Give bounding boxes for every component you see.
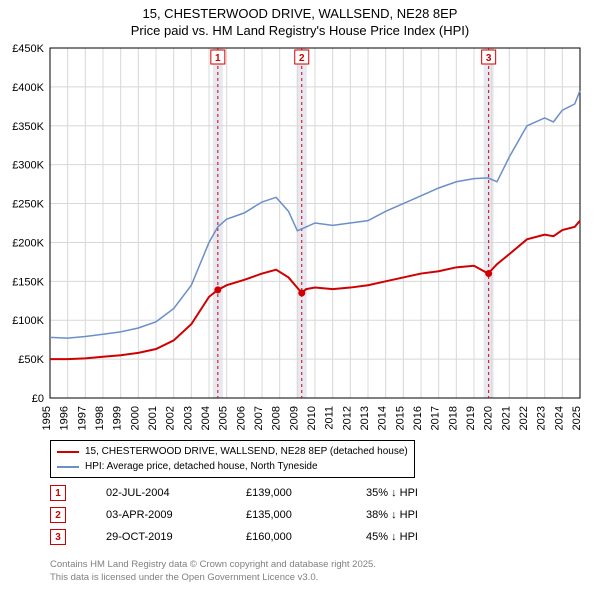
legend-label-1: HPI: Average price, detached house, Nort… [85, 459, 318, 474]
title-line1: 15, CHESTERWOOD DRIVE, WALLSEND, NE28 8E… [0, 6, 600, 23]
sale-table: 1 02-JUL-2004 £139,000 35% ↓ HPI 2 03-AP… [50, 482, 486, 548]
svg-text:2005: 2005 [218, 406, 230, 430]
svg-text:2001: 2001 [147, 406, 159, 430]
svg-text:2023: 2023 [536, 406, 548, 430]
svg-text:1: 1 [215, 53, 221, 64]
svg-text:2006: 2006 [235, 406, 247, 430]
footer-line2: This data is licensed under the Open Gov… [50, 572, 376, 584]
sale-date-0: 02-JUL-2004 [106, 487, 246, 499]
chart-svg: £0£50K£100K£150K£200K£250K£300K£350K£400… [50, 48, 580, 398]
svg-text:£100K: £100K [12, 315, 44, 327]
legend-label-0: 15, CHESTERWOOD DRIVE, WALLSEND, NE28 8E… [85, 444, 408, 459]
svg-text:2017: 2017 [430, 406, 442, 430]
svg-text:2024: 2024 [553, 406, 565, 430]
svg-text:£350K: £350K [12, 121, 44, 133]
svg-text:2012: 2012 [341, 406, 353, 430]
title-block: 15, CHESTERWOOD DRIVE, WALLSEND, NE28 8E… [0, 0, 600, 40]
svg-text:1996: 1996 [59, 406, 71, 430]
svg-text:2: 2 [299, 53, 305, 64]
svg-text:£400K: £400K [12, 82, 44, 94]
svg-text:2011: 2011 [324, 406, 336, 430]
legend-row-0: 15, CHESTERWOOD DRIVE, WALLSEND, NE28 8E… [57, 444, 408, 459]
svg-text:2009: 2009 [288, 406, 300, 430]
svg-text:2016: 2016 [412, 406, 424, 430]
svg-text:1997: 1997 [76, 406, 88, 430]
svg-text:2013: 2013 [359, 406, 371, 430]
chart-container: 15, CHESTERWOOD DRIVE, WALLSEND, NE28 8E… [0, 0, 600, 590]
svg-text:£150K: £150K [12, 276, 44, 288]
sale-date-1: 03-APR-2009 [106, 509, 246, 521]
svg-text:2007: 2007 [253, 406, 265, 430]
sale-date-2: 29-OCT-2019 [106, 531, 246, 543]
svg-text:2022: 2022 [518, 406, 530, 430]
svg-text:£250K: £250K [12, 199, 44, 211]
svg-text:2002: 2002 [165, 406, 177, 430]
sale-price-2: £160,000 [246, 531, 366, 543]
svg-text:2021: 2021 [500, 406, 512, 430]
svg-text:1998: 1998 [94, 406, 106, 430]
svg-text:2010: 2010 [306, 406, 318, 430]
svg-text:2020: 2020 [483, 406, 495, 430]
svg-text:2019: 2019 [465, 406, 477, 430]
svg-text:£300K: £300K [12, 160, 44, 172]
svg-text:£0: £0 [32, 393, 44, 405]
svg-text:£450K: £450K [12, 43, 44, 55]
svg-text:3: 3 [486, 53, 492, 64]
svg-text:2004: 2004 [200, 406, 212, 430]
sale-row-1: 2 03-APR-2009 £135,000 38% ↓ HPI [50, 504, 486, 526]
chart-area: £0£50K£100K£150K£200K£250K£300K£350K£400… [50, 48, 580, 398]
svg-text:2008: 2008 [271, 406, 283, 430]
sale-marker-0: 1 [50, 485, 66, 501]
legend-box: 15, CHESTERWOOD DRIVE, WALLSEND, NE28 8E… [50, 440, 415, 478]
footer: Contains HM Land Registry data © Crown c… [50, 559, 376, 584]
svg-text:1999: 1999 [112, 406, 124, 430]
legend-swatch-0 [57, 451, 79, 453]
svg-text:2000: 2000 [129, 406, 141, 430]
legend-swatch-1 [57, 466, 79, 468]
svg-text:2025: 2025 [571, 406, 583, 430]
svg-text:2015: 2015 [394, 406, 406, 430]
sale-delta-1: 38% ↓ HPI [366, 509, 486, 521]
sale-row-0: 1 02-JUL-2004 £139,000 35% ↓ HPI [50, 482, 486, 504]
title-line2: Price paid vs. HM Land Registry's House … [0, 23, 600, 40]
svg-text:2018: 2018 [447, 406, 459, 430]
sale-delta-0: 35% ↓ HPI [366, 487, 486, 499]
footer-line1: Contains HM Land Registry data © Crown c… [50, 559, 376, 571]
sale-marker-2: 3 [50, 529, 66, 545]
legend-row-1: HPI: Average price, detached house, Nort… [57, 459, 408, 474]
svg-text:£200K: £200K [12, 237, 44, 249]
svg-text:2003: 2003 [182, 406, 194, 430]
svg-text:1995: 1995 [41, 406, 53, 430]
svg-text:2014: 2014 [377, 406, 389, 430]
sale-row-2: 3 29-OCT-2019 £160,000 45% ↓ HPI [50, 526, 486, 548]
sale-delta-2: 45% ↓ HPI [366, 531, 486, 543]
sale-price-1: £135,000 [246, 509, 366, 521]
sale-marker-1: 2 [50, 507, 66, 523]
sale-price-0: £139,000 [246, 487, 366, 499]
svg-text:£50K: £50K [18, 354, 44, 366]
